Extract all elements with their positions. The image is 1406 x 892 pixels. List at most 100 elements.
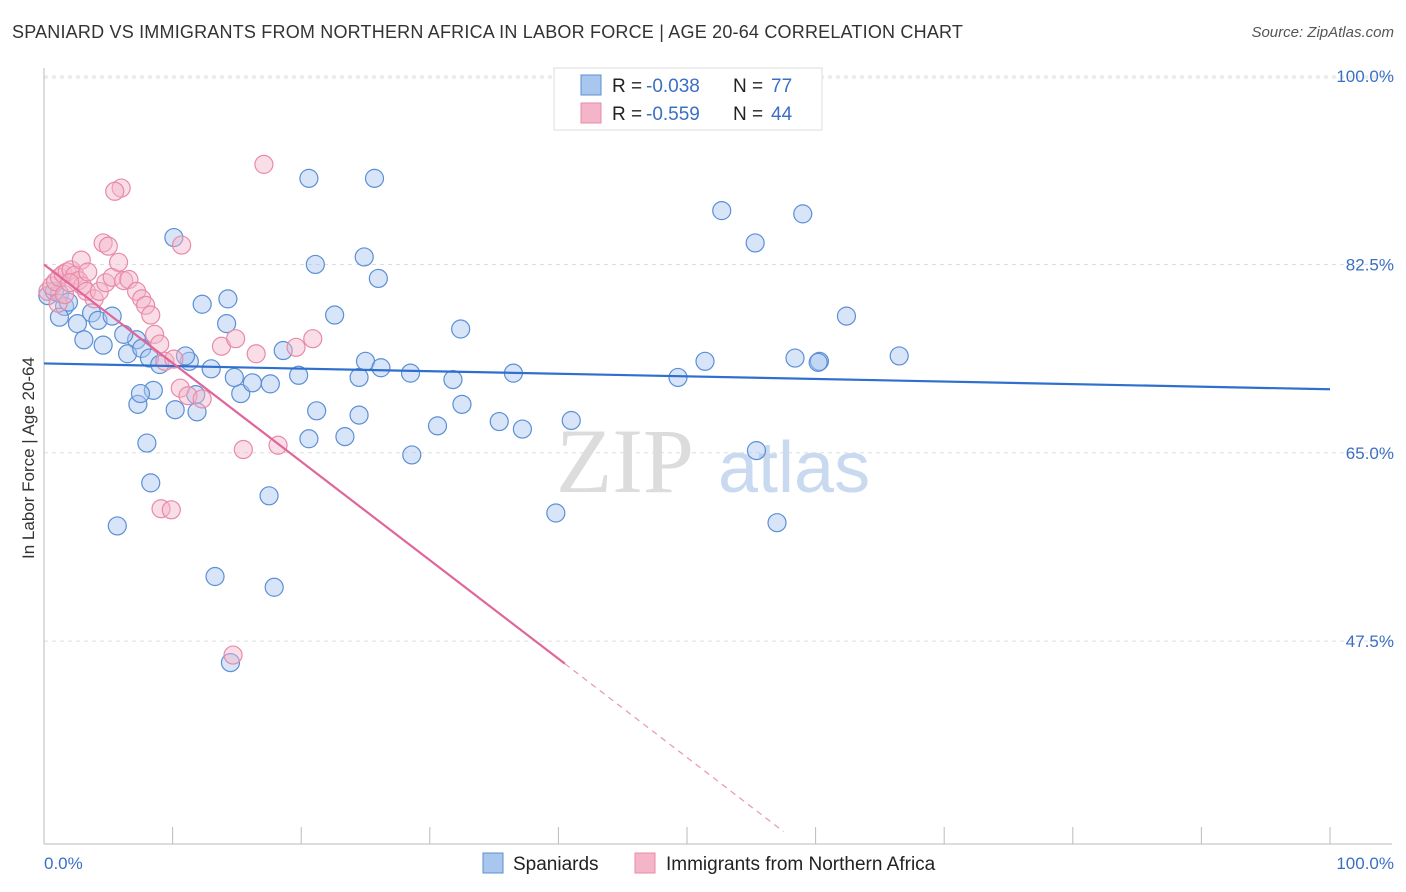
spaniard-point: [289, 365, 309, 385]
immigrant-point: [78, 262, 98, 282]
immigrant-point: [161, 500, 181, 520]
spaniard-point: [400, 363, 421, 383]
spaniard-point: [218, 289, 238, 309]
immigrant-point: [254, 154, 274, 174]
immigrant-point: [93, 233, 113, 253]
spaniard-point: [107, 516, 127, 536]
spaniard-point: [371, 358, 391, 378]
stats-n-label-blue: N =: [733, 76, 763, 97]
stats-swatch-pink: [580, 102, 602, 124]
spaniard-point: [325, 305, 345, 325]
spaniard-point: [746, 441, 767, 461]
trend-lines: [43, 263, 1331, 833]
y-tick-label: 100.0%: [1336, 67, 1394, 86]
spaniard-point: [335, 427, 355, 447]
bottom-legend: Spaniards Immigrants from Northern Afric…: [482, 852, 936, 875]
spaniard-point: [88, 310, 108, 331]
spaniard-point: [201, 359, 221, 379]
spaniard-point: [452, 394, 472, 414]
spaniard-point: [808, 352, 828, 372]
y-axis-title: In Labor Force | Age 20-64: [19, 357, 38, 559]
spaniard-point: [695, 351, 715, 371]
spaniard-point: [192, 294, 212, 314]
immigrant-point: [226, 329, 246, 349]
immigrant-point: [144, 324, 165, 344]
stats-n-label-pink: N =: [733, 104, 763, 125]
spaniard-point: [561, 410, 581, 431]
spaniard-point: [443, 369, 463, 390]
immigrant-point: [98, 236, 118, 256]
spaniard-point: [139, 348, 160, 368]
stats-swatch-blue: [580, 74, 602, 96]
spaniard-point: [307, 401, 327, 421]
spaniard-point: [175, 346, 196, 366]
source-credit: Source: ZipAtlas.com: [1251, 24, 1394, 41]
spaniard-point: [354, 247, 374, 267]
spaniard-point: [489, 411, 509, 432]
spaniard-point: [130, 383, 151, 404]
spaniard-point: [224, 367, 244, 388]
immigrants-trend-extension: [564, 663, 784, 833]
x-tick-min: 0.0%: [44, 854, 83, 873]
stats-n-value-pink: 44: [771, 104, 793, 125]
immigrants-trend-line: [43, 263, 566, 665]
immigrants-points: [38, 154, 323, 665]
spaniard-point: [767, 513, 787, 533]
spaniards-trend-line: [43, 362, 1331, 391]
spaniard-point: [305, 254, 325, 275]
y-tick-label: 65.0%: [1346, 444, 1394, 463]
immigrant-point: [164, 349, 184, 369]
spaniard-point: [260, 374, 280, 394]
immigrant-point: [172, 235, 192, 255]
spaniard-point: [349, 405, 369, 425]
spaniard-point: [546, 503, 566, 523]
spaniard-point: [242, 373, 262, 393]
spaniard-point: [49, 307, 70, 327]
spaniard-point: [217, 314, 237, 334]
spaniard-point: [889, 346, 909, 366]
immigrant-point: [233, 439, 253, 460]
spaniard-point: [299, 168, 319, 188]
immigrant-point: [135, 295, 156, 315]
spaniard-point: [451, 319, 471, 339]
spaniard-point: [836, 306, 857, 326]
spaniard-point: [117, 344, 138, 364]
spaniard-point: [427, 416, 448, 436]
immigrant-point: [286, 337, 306, 357]
legend-swatch-spaniards: [482, 852, 504, 874]
legend-label-spaniards: Spaniards: [513, 854, 599, 875]
x-tick-max: 100.0%: [1336, 854, 1394, 873]
immigrant-point: [170, 378, 190, 398]
y-tick-label: 82.5%: [1346, 255, 1394, 274]
legend-swatch-immigrants: [634, 852, 656, 874]
spaniard-point: [264, 577, 284, 597]
spaniard-point: [67, 314, 88, 334]
spaniard-point: [512, 419, 532, 439]
spaniard-point: [368, 268, 388, 289]
immigrant-point: [192, 389, 212, 409]
axes: [43, 68, 1392, 845]
immigrant-point: [141, 305, 161, 325]
stats-legend: R = -0.038 N = 77 R = -0.559 N = 44: [553, 67, 823, 131]
stats-r-value-pink: -0.559: [646, 104, 700, 125]
chart-title: SPANIARD VS IMMIGRANTS FROM NORTHERN AFR…: [12, 22, 964, 42]
spaniard-point: [299, 429, 319, 449]
spaniard-point: [259, 486, 279, 506]
immigrant-point: [54, 284, 75, 305]
spaniard-point: [141, 473, 161, 493]
stats-r-label-blue: R =: [612, 76, 642, 97]
immigrant-point: [303, 329, 323, 349]
immigrant-point: [246, 344, 266, 364]
immigrant-point: [105, 181, 125, 201]
spaniard-point: [165, 400, 185, 420]
spaniard-point: [220, 652, 241, 673]
spaniard-point: [137, 433, 157, 453]
immigrant-point: [150, 334, 170, 354]
legend-label-immigrants: Immigrants from Northern Africa: [666, 854, 936, 875]
spaniard-point: [164, 227, 184, 248]
spaniard-point: [205, 566, 225, 587]
spaniard-point: [809, 351, 830, 371]
spaniard-point: [793, 204, 813, 224]
immigrant-point: [71, 250, 91, 270]
